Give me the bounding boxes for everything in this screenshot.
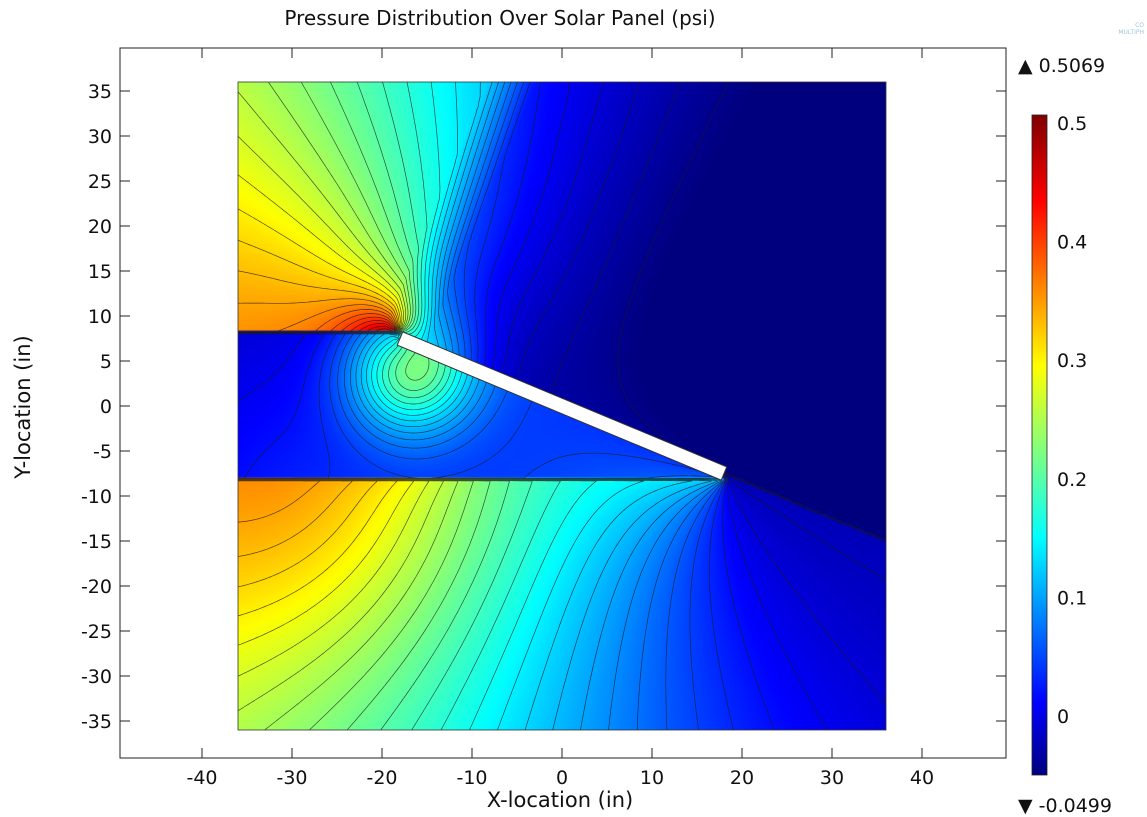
colorbar-tick-label: 0.1 (1057, 587, 1087, 609)
x-tick-label: 0 (556, 767, 568, 789)
isobar-lines (238, 82, 886, 730)
solar-panel (396, 331, 728, 481)
chart-title: Pressure Distribution Over Solar Panel (… (284, 6, 716, 30)
software-logo-watermark: CO MULTIPH (1118, 22, 1144, 36)
y-tick-label: -5 (93, 441, 112, 463)
colorbar-tick-label: 0 (1057, 706, 1069, 728)
y-tick-label: 15 (88, 261, 112, 283)
colorbar-tick-label: 0.2 (1057, 469, 1087, 491)
y-tick-label: -15 (81, 531, 112, 553)
y-tick-label: -30 (81, 666, 112, 688)
y-tick-label: -25 (81, 621, 112, 643)
colorbar (1031, 114, 1048, 776)
colorbar-max-label: ▲ 0.5069 (1018, 55, 1105, 77)
colorbar-min-label: ▼ -0.0499 (1018, 795, 1112, 817)
y-tick-label: -35 (81, 711, 112, 733)
y-tick-label: 0 (100, 396, 112, 418)
y-tick-label: 20 (88, 216, 112, 238)
y-tick-label: 30 (88, 126, 112, 148)
colorbar-tick-label: 0.4 (1057, 232, 1087, 254)
colorbar-tick-label: 0.5 (1057, 113, 1087, 135)
x-tick-label: 40 (910, 767, 934, 789)
y-tick-label: 25 (88, 171, 112, 193)
y-tick-label: -20 (81, 576, 112, 598)
x-tick-label: -10 (456, 767, 487, 789)
domain-border (237, 81, 887, 731)
y-tick-label: 10 (88, 306, 112, 328)
x-tick-label: 30 (820, 767, 844, 789)
x-tick-label: 10 (640, 767, 664, 789)
contour-lines (238, 82, 886, 730)
x-tick-label: -30 (276, 767, 307, 789)
colorbar-tick-label: 0.3 (1057, 350, 1087, 372)
x-tick-label: -40 (186, 767, 217, 789)
x-tick-label: -20 (366, 767, 397, 789)
x-tick-label: 20 (730, 767, 754, 789)
y-tick-label: 35 (88, 81, 112, 103)
x-axis-label: X-location (in) (486, 788, 634, 812)
y-tick-label: -10 (81, 486, 112, 508)
y-tick-label: 5 (100, 351, 112, 373)
